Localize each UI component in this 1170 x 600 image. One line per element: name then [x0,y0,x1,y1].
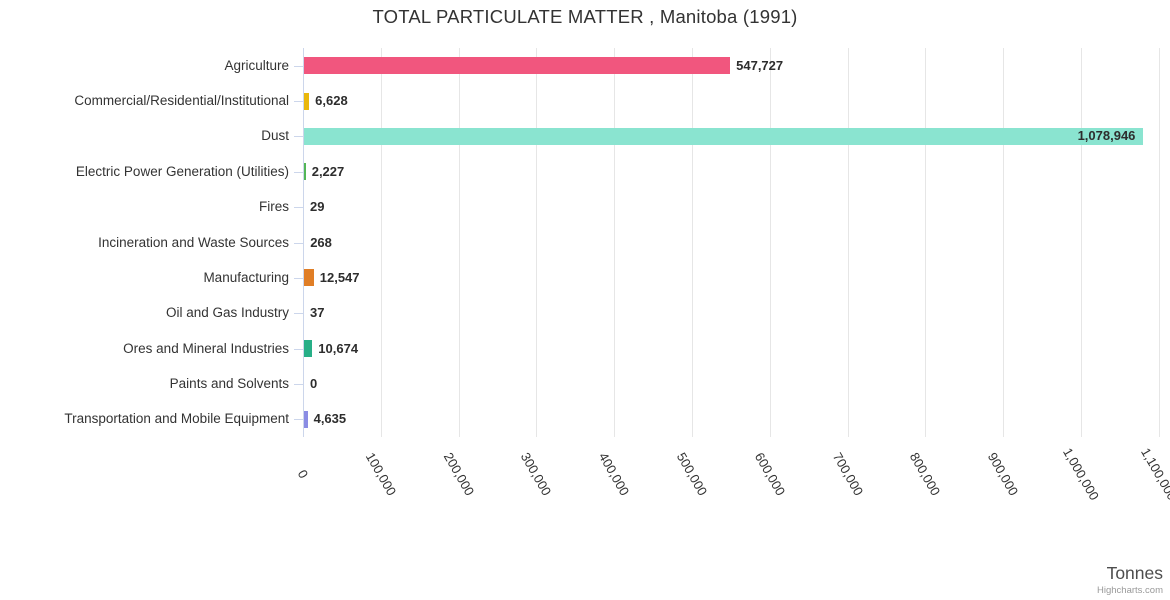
x-axis-tick-label: 300,000 [518,449,555,499]
gridline [1158,48,1160,437]
category-axis-tick [294,419,303,420]
value-label: 29 [310,199,325,215]
highcharts-credits-link[interactable]: Highcharts.com [1097,585,1163,596]
value-label: 37 [310,305,325,321]
x-axis-tick-label: 600,000 [751,449,789,499]
category-label: Incineration and Waste Sources [98,234,289,250]
category-axis-tick [294,101,303,102]
x-axis-tick-label: 500,000 [673,449,711,499]
gridline [847,48,849,437]
gridline [614,48,616,437]
bar[interactable] [304,163,306,181]
gridline [458,48,460,437]
value-label: 268 [310,234,332,250]
x-axis-tick-label: 1,100,000 [1137,445,1170,503]
x-axis-tick-label: 1,000,000 [1060,445,1102,503]
value-label: 1,078,946 [1077,128,1136,144]
value-label: 2,227 [311,163,345,179]
category-label: Paints and Solvents [169,375,289,391]
bar[interactable] [304,340,313,358]
gridline [692,48,693,437]
y-axis-line [303,48,304,437]
value-label: 547,727 [736,57,784,73]
gridline [1003,48,1005,437]
value-label: 12,547 [319,269,360,285]
category-label: Fires [259,199,289,215]
bar[interactable] [304,410,308,428]
category-axis-tick [294,278,303,279]
x-axis-tick-label: 400,000 [595,449,633,499]
chart-title: TOTAL PARTICULATE MATTER , Manitoba (199… [372,6,798,27]
x-axis-tick-label: 200,000 [440,449,477,499]
category-label: Dust [261,128,289,144]
category-axis-tick [294,136,303,137]
category-label: Commercial/Residential/Institutional [74,93,289,109]
bar[interactable] [304,92,310,110]
gridline [769,48,771,437]
category-axis-tick [294,384,303,385]
value-label: 4,635 [313,411,347,427]
gridline [925,48,927,437]
category-label: Ores and Mineral Industries [123,340,289,356]
category-axis-tick [294,207,303,208]
category-axis-tick [294,172,303,173]
x-axis-tick-label: 100,000 [362,449,400,499]
bar[interactable] [304,127,1144,145]
category-label: Manufacturing [203,269,289,285]
x-axis-tick-label: 900,000 [984,449,1022,499]
category-label: Oil and Gas Industry [165,305,289,321]
bar[interactable] [304,57,731,75]
value-label: 6,628 [315,93,348,109]
category-axis-tick [294,313,303,314]
category-label: Electric Power Generation (Utilities) [75,163,289,179]
gridline [536,48,538,437]
category-label: Agriculture [224,57,289,73]
value-label: 0 [310,375,318,391]
gridline [380,48,382,437]
x-axis-tick-label: 800,000 [907,449,944,499]
x-axis-tick-label: 0 [294,467,312,481]
gridline [1081,48,1082,437]
category-axis-tick [294,66,303,67]
x-axis-tick-label: 700,000 [829,449,866,499]
x-axis-title: Tonnes [1106,563,1163,583]
bar[interactable] [304,269,314,287]
category-axis-tick [294,243,303,244]
category-label: Transportation and Mobile Equipment [64,411,289,427]
value-label: 10,674 [318,340,359,356]
category-axis-tick [294,349,303,350]
